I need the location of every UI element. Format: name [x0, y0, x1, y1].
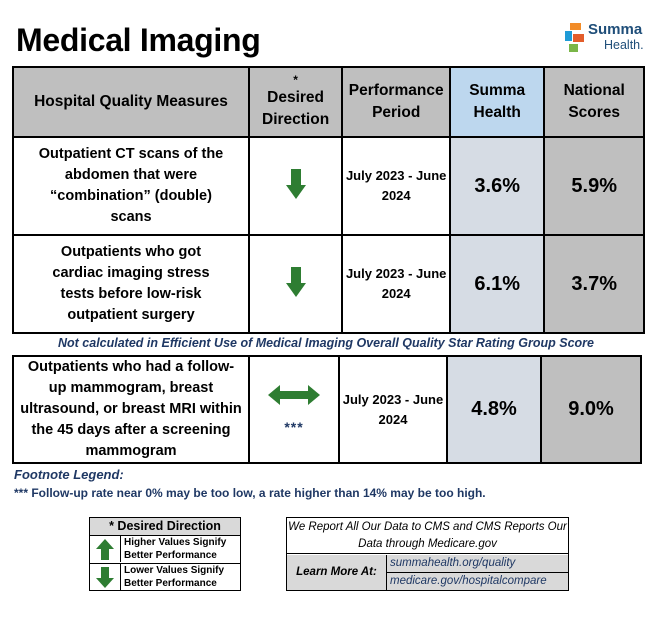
header-summa-health: Summa Health — [449, 66, 546, 138]
header-desired-direction: * Desired Direction — [247, 66, 344, 138]
triple-asterisk: *** — [284, 419, 304, 435]
summa-quality-link[interactable]: summahealth.org/quality — [387, 555, 568, 573]
quality-table: Hospital Quality Measures * Desired Dire… — [12, 66, 646, 334]
logo-text-health: Health. — [604, 38, 644, 52]
not-calculated-note: Not calculated in Efficient Use of Medic… — [58, 336, 594, 350]
summa-score: 3.6% — [449, 136, 546, 236]
national-score: 5.9% — [543, 136, 646, 236]
arrow-down-icon — [285, 168, 306, 199]
arrow-up-icon — [96, 539, 114, 560]
table-row: Outpatient CT scans of the abdomen that … — [12, 136, 646, 236]
footnote-text: *** Follow-up rate near 0% may be too lo… — [14, 486, 486, 500]
report-text: We Report All Our Data to CMS and CMS Re… — [287, 518, 568, 554]
page-title: Medical Imaging — [16, 22, 261, 58]
period-cell: July 2023 - June 2024 — [341, 136, 452, 236]
footnote-title: Footnote Legend: — [14, 467, 124, 482]
table-row: Outpatients who had a follow-up mammogra… — [12, 355, 642, 464]
medicare-compare-link[interactable]: medicare.gov/hospitalcompare — [387, 573, 568, 590]
arrow-down-icon — [285, 266, 306, 297]
direction-label: Desired Direction — [262, 88, 330, 128]
header-measures: Hospital Quality Measures — [12, 66, 250, 138]
header-performance-period: Performance Period — [341, 66, 452, 138]
report-box: We Report All Our Data to CMS and CMS Re… — [286, 517, 569, 591]
legend-lower-text: Lower Values Signify Better Performance — [124, 565, 225, 589]
arrow-down-icon — [96, 567, 114, 588]
logo-text-summa: Summa — [588, 21, 643, 38]
legend-title: * Desired Direction — [90, 518, 240, 536]
national-score: 9.0% — [540, 355, 642, 464]
period-cell: July 2023 - June 2024 — [338, 355, 448, 464]
table-row: Outpatients who got cardiac imaging stre… — [12, 234, 646, 334]
measure-label: Outpatients who had a follow-up mammogra… — [12, 355, 250, 464]
measure-label: Outpatients who got cardiac imaging stre… — [12, 234, 250, 334]
direction-cell — [247, 136, 344, 236]
direction-cell — [247, 234, 344, 334]
national-score: 3.7% — [543, 234, 646, 334]
header-national-scores: National Scores — [543, 66, 646, 138]
learn-more-label: Learn More At: — [287, 555, 387, 590]
double-arrow-icon — [268, 385, 320, 405]
summa-score: 6.1% — [449, 234, 546, 334]
table-header-row: Hospital Quality Measures * Desired Dire… — [12, 66, 646, 138]
period-cell: July 2023 - June 2024 — [341, 234, 452, 334]
legend-higher-text: Higher Values Signify Better Performance — [124, 537, 227, 561]
direction-asterisk: * — [293, 72, 298, 87]
direction-legend: * Desired Direction Higher Values Signif… — [89, 517, 241, 591]
quality-table-followup: Outpatients who had a follow-up mammogra… — [12, 355, 642, 464]
summa-score: 4.8% — [446, 355, 542, 464]
summa-health-logo: Summa Health. — [564, 18, 648, 58]
measure-label: Outpatient CT scans of the abdomen that … — [12, 136, 250, 236]
legend-row-higher: Higher Values Signify Better Performance — [90, 536, 240, 563]
summa-logo-icon — [565, 23, 584, 52]
legend-row-lower: Lower Values Signify Better Performance — [90, 563, 240, 590]
direction-cell: *** — [248, 355, 340, 464]
